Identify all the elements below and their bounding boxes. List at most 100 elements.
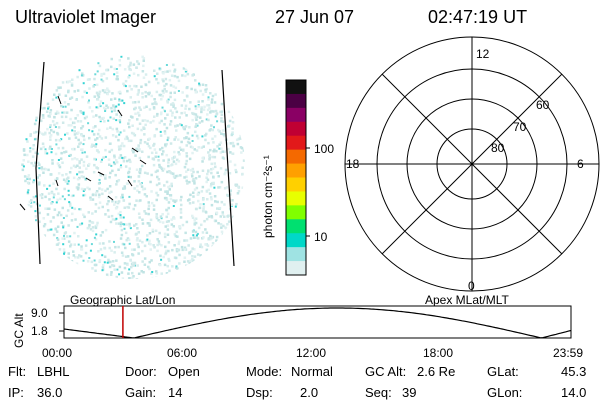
aurora-pixel: [205, 189, 209, 193]
aurora-pixel: [185, 159, 188, 163]
colorbar-segment: [286, 191, 306, 206]
aurora-pixel: [218, 147, 221, 150]
aurora-pixel: [148, 137, 151, 140]
aurora-pixel: [179, 123, 182, 126]
aurora-pixel: [155, 90, 159, 94]
aurora-pixel: [40, 167, 44, 171]
aurora-pixel: [117, 179, 121, 182]
aurora-pixel: [214, 93, 217, 96]
aurora-pixel: [98, 128, 101, 132]
aurora-pixel: [135, 168, 139, 171]
aurora-pixel: [183, 127, 186, 131]
aurora-pixel: [196, 237, 200, 240]
aurora-pixel: [137, 89, 140, 92]
aurora-pixel: [126, 89, 129, 93]
aurora-pixel: [113, 109, 116, 112]
aurora-pixel: [160, 217, 163, 220]
aurora-pixel: [227, 110, 231, 114]
aurora-pixel: [155, 276, 158, 279]
aurora-pixel: [113, 67, 116, 71]
aurora-pixel: [126, 263, 129, 266]
aurora-pixel: [164, 144, 167, 148]
aurora-pixel: [127, 122, 130, 125]
aurora-pixel: [192, 195, 195, 198]
aurora-pixel: [139, 141, 142, 145]
aurora-pixel: [61, 121, 65, 124]
aurora-pixel: [124, 165, 128, 168]
aurora-pixel: [129, 115, 133, 118]
aurora-pixel: [136, 149, 139, 152]
aurora-pixel: [211, 245, 214, 248]
aurora-pixel: [174, 256, 178, 260]
aurora-pixel: [100, 78, 103, 81]
aurora-pixel: [29, 205, 33, 208]
aurora-pixel: [221, 156, 225, 159]
aurora-pixel: [205, 118, 208, 121]
aurora-pixel: [101, 265, 105, 269]
aurora-pixel: [44, 168, 48, 171]
aurora-pixel: [200, 245, 204, 249]
aurora-pixel: [30, 199, 33, 202]
aurora-pixel: [102, 106, 106, 110]
aurora-pixel: [197, 105, 200, 108]
aurora-pixel: [82, 190, 85, 192]
aurora-pixel: [144, 123, 147, 127]
aurora-pixel: [163, 88, 166, 91]
aurora-pixel: [214, 200, 217, 203]
aurora-pixel: [141, 150, 144, 153]
aurora-pixel: [180, 203, 183, 207]
aurora-pixel: [196, 170, 199, 174]
aurora-pixel: [222, 224, 225, 228]
aurora-pixel: [58, 93, 61, 96]
aurora-pixel: [106, 106, 110, 109]
aurora-pixel: [32, 144, 35, 147]
aurora-pixel: [163, 232, 167, 236]
aurora-pixel: [138, 171, 142, 175]
aurora-pixel: [119, 210, 122, 214]
aurora-pixel: [185, 155, 189, 158]
aurora-pixel: [83, 215, 86, 219]
aurora-pixel: [82, 82, 85, 85]
aurora-pixel: [172, 105, 175, 108]
aurora-pixel: [205, 217, 209, 221]
aurora-pixel: [169, 91, 172, 95]
mode-label: Mode:: [246, 364, 283, 379]
aurora-pixel: [224, 171, 227, 175]
aurora-pixel: [190, 250, 193, 253]
aurora-pixel: [140, 182, 143, 185]
aurora-pixel: [117, 138, 120, 142]
aurora-pixel: [85, 115, 88, 119]
glat-value: 45.3: [561, 364, 587, 379]
aurora-pixel: [177, 248, 181, 252]
aurora-pixel: [173, 70, 176, 73]
aurora-pixel: [192, 191, 195, 194]
aurora-pixel: [124, 231, 128, 235]
aurora-pixel: [44, 195, 47, 199]
mlt-label-18: 18: [346, 157, 360, 171]
aurora-pixel: [123, 227, 126, 230]
aurora-pixel: [108, 150, 111, 154]
coastline-marks: [19, 95, 147, 211]
aurora-pixel: [195, 118, 198, 121]
timeline-left-title: Geographic Lat/Lon: [70, 293, 176, 307]
aurora-pixel: [115, 68, 118, 70]
aurora-pixel: [183, 137, 186, 140]
aurora-pixel: [149, 121, 152, 124]
aurora-pixel: [47, 192, 51, 195]
aurora-pixel: [186, 168, 190, 171]
aurora-pixel: [211, 137, 214, 141]
aurora-pixel: [97, 95, 101, 99]
aurora-pixel: [71, 78, 74, 81]
aurora-pixel: [188, 126, 191, 129]
colorbar-segment: [286, 93, 306, 109]
aurora-pixel: [123, 266, 127, 270]
aurora-pixel: [94, 138, 97, 141]
aurora-pixel: [66, 177, 69, 181]
aurora-pixel: [111, 127, 114, 131]
aurora-pixel: [191, 146, 194, 149]
aurora-pixel: [130, 88, 133, 91]
aurora-pixel: [164, 143, 167, 146]
aurora-pixel: [81, 170, 84, 174]
aurora-pixel: [192, 236, 196, 239]
aurora-pixel: [191, 151, 194, 155]
